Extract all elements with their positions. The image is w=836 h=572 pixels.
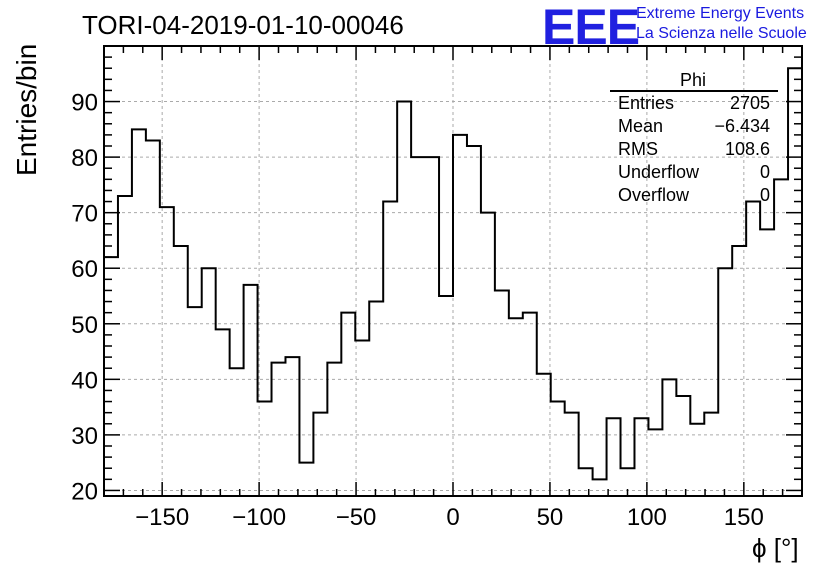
y-tick-label: 80 [71,145,98,172]
stats-label: Overflow [618,185,690,205]
histogram-bin [258,402,272,496]
histogram-bin [565,413,579,496]
stats-label: Entries [618,93,675,113]
stats-value: 0 [759,162,770,182]
histogram-bin [467,146,481,496]
histogram-bin [607,418,621,496]
x-tick-label: 50 [537,504,564,531]
histogram-outline [104,67,802,481]
stats-value: 0 [759,185,770,205]
histogram-bin [746,202,760,496]
stats-value: −6.434 [714,116,770,136]
histogram-bin [299,463,313,496]
stats-row-overflow: Overflow 0 [618,185,770,207]
histogram-bin [188,307,202,496]
histogram-bin [411,157,425,496]
histogram-bin [327,363,341,496]
histogram-bin [774,179,788,496]
histogram-bin [244,285,258,496]
stats-box-title: Phi [680,70,707,90]
stats-row-underflow: Underflow 0 [618,162,770,184]
histogram-bin [788,68,802,496]
stats-label: Underflow [618,162,700,182]
x-tick-label: −100 [232,504,286,531]
histogram-bin [760,229,774,496]
histogram-bin [272,363,286,496]
x-tick-label: −50 [336,504,377,531]
histogram-bin [676,396,690,496]
eee-logo-caption: Extreme Energy Events La Scienza nelle S… [636,4,807,44]
histogram-bin [662,379,676,496]
histogram-bin [481,213,495,496]
x-tick-label: 0 [446,504,459,531]
histogram-bin [579,468,593,496]
y-tick-label: 20 [71,478,98,505]
histogram-bin [174,246,188,496]
x-tick-label: −150 [135,504,189,531]
histogram-bin [383,202,397,496]
histogram-bin [648,429,662,496]
histogram-bin [104,257,118,496]
histogram-bin [704,413,718,496]
stats-row-rms: RMS 108.6 [618,139,770,161]
y-tick-label: 30 [71,423,98,450]
stats-value: 108.6 [724,139,770,159]
histogram-bin [146,140,160,496]
y-tick-label: 70 [71,201,98,228]
x-tick-label: 100 [627,504,667,531]
stats-value: 2705 [729,93,770,113]
histogram-bin [230,368,244,496]
histogram-bin [732,246,746,496]
histogram-bin [202,268,216,496]
logo-line-1: Extreme Energy Events [636,5,805,22]
logo-line-2: La Scienza nelle Scuole [636,25,807,42]
stats-label: Mean [618,116,664,136]
histogram-bin [551,402,565,496]
histogram-bin [523,313,537,496]
histogram-bin [495,290,509,496]
histogram-bin [355,340,369,496]
histogram-bin [132,129,146,496]
page-title: TORI-04-2019-01-10-00046 [82,10,404,40]
histogram-bin [313,413,327,496]
stats-row-mean: Mean −6.434 [618,116,770,138]
histogram-bin [425,157,439,496]
y-tick-label: 40 [71,367,98,394]
y-tick-label: 60 [71,256,98,283]
histogram-bin [439,296,453,496]
x-tick-label: 150 [724,504,764,531]
eee-logo-mark: EEE [542,0,640,55]
histogram-bin [690,424,704,496]
stats-label: RMS [618,139,658,159]
histogram-bin [118,196,132,496]
histogram-bin [537,374,551,496]
histogram-bin [453,135,467,496]
y-axis-label: Entries/bin [11,43,42,176]
histogram-bin [593,479,607,496]
stats-row-entries: Entries 2705 [618,93,770,115]
histogram-bin [216,329,230,496]
y-tick-label: 90 [71,90,98,117]
histogram-bin [718,268,732,496]
histogram-bin [509,318,523,496]
histogram-bin [397,102,411,496]
histogram-bin [285,357,299,496]
y-tick-label: 50 [71,312,98,339]
histogram-bin [160,207,174,496]
histogram-bin [369,302,383,496]
histogram-bin [341,313,355,496]
x-axis-label: ϕ [°] [752,533,799,563]
